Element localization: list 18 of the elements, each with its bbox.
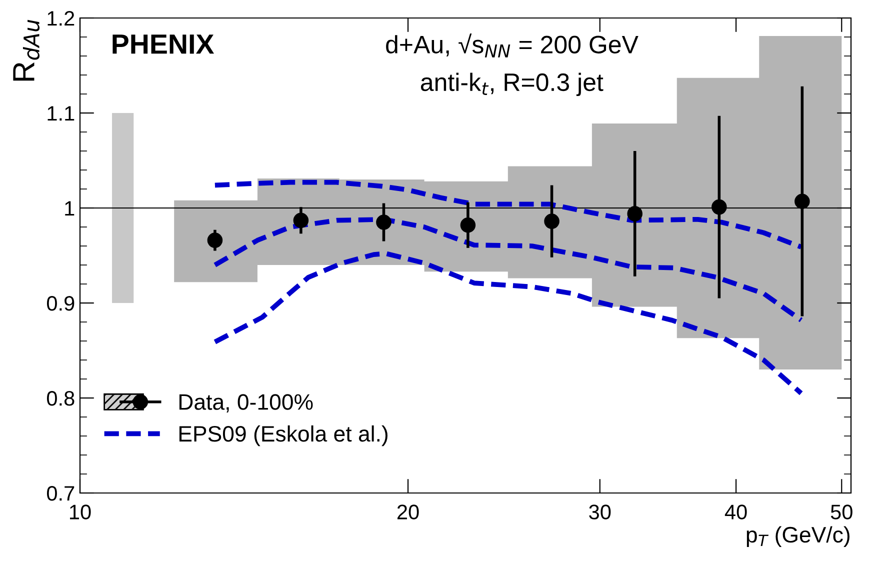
x-tick-label: 50 [830, 504, 852, 520]
x-tick-label: 40 [724, 504, 747, 520]
legend-label: Data, 0-100% [179, 394, 313, 413]
annotation: anti-k$_{t}$, R=0.3 jet [420, 72, 604, 96]
annotation: PHENIX [112, 34, 214, 54]
x-tick-label: 30 [589, 504, 611, 520]
y-tick-label: 0.9 [46, 296, 74, 311]
y-tick-label: 1.1 [48, 106, 74, 121]
annotation: d+Au, √s$_{NN}$ = 200 GeV [386, 33, 638, 58]
y-tick-label: 0.8 [46, 391, 74, 406]
x-tick-label: 10 [70, 504, 91, 520]
y-axis-title: R$_{dAu}$ [13, 20, 40, 81]
y-tick-label: 1 [65, 201, 74, 216]
legend-label: EPS09 (Eskola et al.) [179, 425, 388, 446]
x-axis-title: p$_{T}$ (GeV/c) [746, 526, 850, 548]
y-tick-label: 1.2 [48, 11, 74, 26]
y-tick-label: 0.7 [46, 486, 74, 501]
x-tick-label: 20 [397, 504, 419, 520]
